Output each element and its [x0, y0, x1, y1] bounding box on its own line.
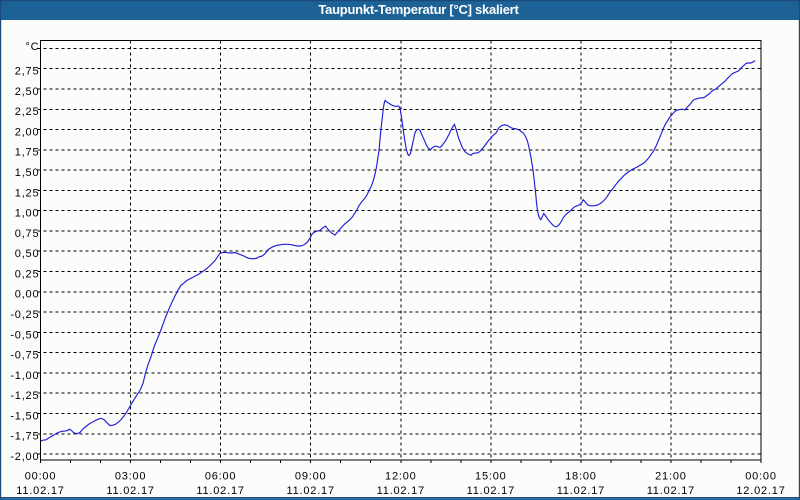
svg-text:12:00: 12:00: [385, 471, 417, 483]
svg-text:-2,00: -2,00: [10, 451, 39, 463]
svg-text:2,00: 2,00: [15, 127, 40, 139]
svg-text:11.02.17: 11.02.17: [16, 485, 64, 497]
svg-text:2,25: 2,25: [15, 106, 40, 118]
svg-text:2,50: 2,50: [15, 86, 40, 98]
svg-text:-1,50: -1,50: [10, 410, 39, 422]
svg-text:1,75: 1,75: [15, 147, 40, 159]
svg-text:18:00: 18:00: [565, 471, 597, 483]
svg-text:1,50: 1,50: [15, 167, 40, 179]
svg-text:00:00: 00:00: [25, 471, 57, 483]
svg-text:11.02.17: 11.02.17: [106, 485, 154, 497]
svg-text:0,00: 0,00: [15, 289, 40, 301]
svg-text:-0,75: -0,75: [10, 350, 39, 362]
svg-text:03:00: 03:00: [115, 471, 147, 483]
svg-text:1,25: 1,25: [15, 187, 40, 199]
svg-text:11.02.17: 11.02.17: [286, 485, 334, 497]
svg-text:°C: °C: [25, 41, 39, 53]
svg-text:00:00: 00:00: [745, 471, 777, 483]
svg-text:-1,25: -1,25: [10, 390, 39, 402]
svg-text:11.02.17: 11.02.17: [647, 485, 695, 497]
svg-text:09:00: 09:00: [295, 471, 327, 483]
svg-text:2,75: 2,75: [15, 66, 40, 78]
svg-text:21:00: 21:00: [655, 471, 687, 483]
svg-text:-0,25: -0,25: [10, 309, 39, 321]
svg-text:0,75: 0,75: [15, 228, 40, 240]
svg-text:12.02.17: 12.02.17: [736, 485, 785, 497]
svg-text:15:00: 15:00: [475, 471, 507, 483]
svg-text:11.02.17: 11.02.17: [467, 485, 515, 497]
svg-text:0,50: 0,50: [15, 248, 40, 260]
svg-text:11.02.17: 11.02.17: [557, 485, 605, 497]
svg-text:Taupunkt-Temperatur [°C] skali: Taupunkt-Temperatur [°C] skaliert: [318, 2, 519, 17]
svg-text:11.02.17: 11.02.17: [196, 485, 244, 497]
svg-text:1,00: 1,00: [15, 208, 40, 220]
svg-text:0,25: 0,25: [15, 268, 40, 280]
svg-text:06:00: 06:00: [205, 471, 237, 483]
svg-text:11.02.17: 11.02.17: [377, 485, 425, 497]
svg-text:-0,50: -0,50: [10, 329, 39, 341]
svg-text:-1,75: -1,75: [10, 431, 39, 443]
svg-text:-1,00: -1,00: [10, 370, 39, 382]
